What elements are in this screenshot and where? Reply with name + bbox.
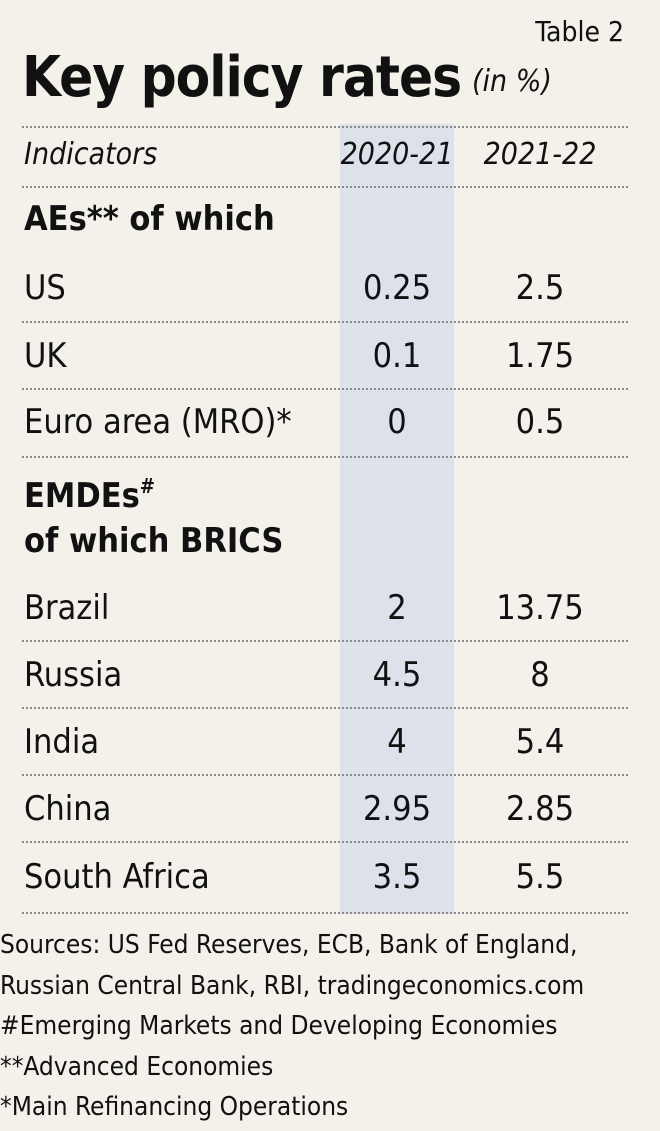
row-value-2020-21: 0.25 [362,268,432,308]
row-label: China [24,789,112,829]
column-header-2021-22: 2021-22 [483,137,597,172]
divider [22,186,628,188]
row-value-2020-21: 0.1 [372,336,422,376]
highlight-column-2020-21 [340,124,454,914]
row-value-2021-22: 2.5 [515,268,565,308]
row-value-2021-22: 0.5 [515,402,565,442]
unit-label: (in %) [472,64,552,99]
row-value-2020-21: 4.5 [372,655,422,695]
row-value-2020-21: 2 [387,588,407,628]
column-header-indicators: Indicators [24,137,158,172]
row-label: US [24,268,66,308]
row-value-2021-22: 5.5 [515,857,565,897]
hash-footnote-marker: # [139,474,155,498]
row-label: India [24,722,100,762]
sources-line-1: Sources: US Fed Reserves, ECB, Bank of E… [0,930,578,960]
row-value-2021-22: 1.75 [505,336,575,376]
row-value-2021-22: 5.4 [515,722,565,762]
divider [22,912,628,914]
footnote-mro: *Main Refinancing Operations [0,1092,349,1122]
row-value-2020-21: 2.95 [362,789,432,829]
row-value-2020-21: 0 [387,402,407,442]
divider [22,640,628,642]
row-value-2020-21: 3.5 [372,857,422,897]
page-title: Key policy rates [22,45,462,110]
footnotes: Sources: US Fed Reserves, ECB, Bank of E… [0,925,660,1128]
divider [22,126,628,128]
sources-line-2: Russian Central Bank, RBI, tradingeconom… [0,970,585,1001]
divider [22,321,628,323]
divider [22,456,628,458]
footnote-aes: **Advanced Economies [0,1051,274,1082]
group-label-line1: EMDEs [24,476,140,516]
divider [22,707,628,709]
divider [22,774,628,776]
group-label: AEs** of which [24,199,275,239]
row-label: UK [24,336,67,376]
row-value-2021-22: 8 [530,655,550,695]
row-label: Russia [24,655,123,695]
table-number: Table 2 [535,15,624,48]
row-value-2021-22: 13.75 [496,588,584,628]
row-value-2021-22: 2.85 [505,789,575,829]
row-value-2020-21: 4 [387,722,407,762]
row-label: Euro area (MRO)* [24,402,292,442]
column-header-2020-21: 2020-21 [340,137,454,172]
footnote-emdes: #Emerging Markets and Developing Economi… [0,1011,558,1041]
group-label: EMDEs# [24,474,155,518]
row-label: South Africa [24,857,210,897]
group-label-line2: of which BRICS [24,521,284,561]
row-label: Brazil [24,588,110,628]
divider [22,388,628,390]
divider [22,841,628,843]
